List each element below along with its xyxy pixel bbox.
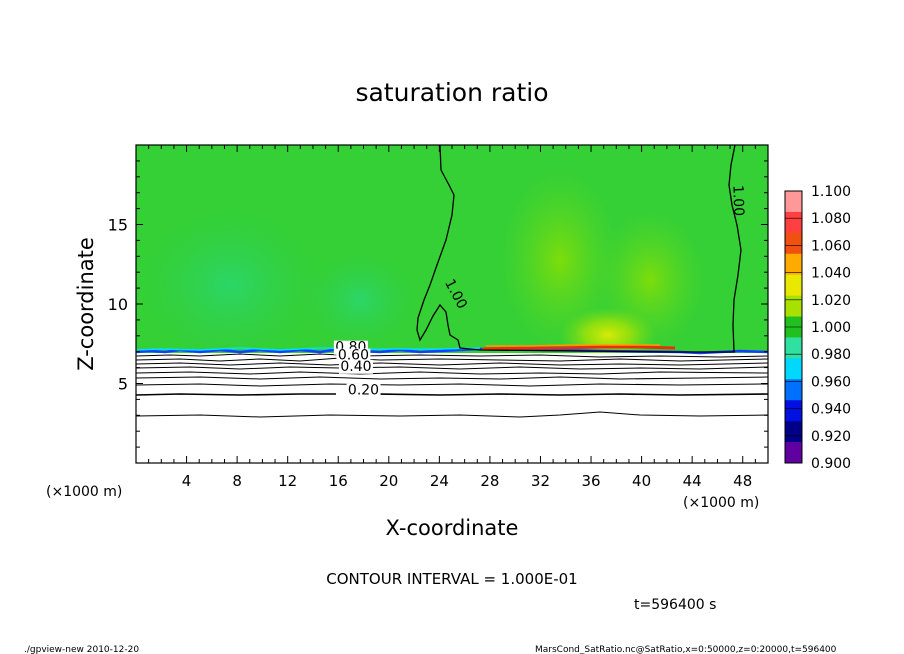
heatmap-hot-region [560, 307, 656, 363]
x-tick-label: 44 [683, 472, 702, 490]
contour-line-1.00-right [728, 145, 742, 353]
x-tick-label: 32 [531, 472, 550, 490]
heatmap-lower-field [136, 353, 768, 463]
colorbar-cell [785, 253, 802, 275]
x-tick-label: 12 [278, 472, 297, 490]
colorbar-label: 0.920 [811, 429, 851, 445]
colorbar-label: 0.980 [811, 347, 851, 363]
colorbar: 1.100 1.080 1.060 1.040 1.020 1.000 0.980 0.960… [784, 184, 851, 472]
chart-title: saturation ratio [355, 78, 548, 107]
contour-line-0.90 [136, 353, 768, 358]
x-tick-label: 8 [232, 472, 242, 490]
colorbar-label: 1.060 [811, 238, 851, 254]
x-tick-label: 40 [632, 472, 651, 490]
heatmap-plot [136, 145, 768, 463]
x-tick-label: 20 [379, 472, 398, 490]
contour-line-0.10 [136, 411, 768, 418]
x-tick-label: 24 [430, 472, 449, 490]
colorbar-label: 1.100 [811, 184, 851, 200]
y-tick-label: 15 [108, 216, 128, 235]
heatmap-cool-region [300, 250, 420, 350]
colorbar-label: 1.020 [811, 293, 851, 309]
contour-interval-text: CONTOUR INTERVAL = 1.000E-01 [326, 570, 577, 588]
colorbar-cell [785, 337, 802, 359]
x-unit-left: (×1000 m) [46, 484, 122, 500]
contour-label: 1.00 [729, 185, 746, 217]
x-unit-right: (×1000 m) [683, 495, 759, 511]
colorbar-cell [785, 191, 802, 213]
footer-left: ./gpview-new 2010-12-20 [24, 645, 139, 654]
contour-line-0.80 [136, 357, 768, 362]
contour-line-0.20 [136, 393, 768, 396]
colorbar-cell [785, 295, 802, 317]
time-label: t=596400 s [634, 597, 716, 613]
y-axis-label: Z-coordinate [74, 237, 98, 371]
colorbar-cell [785, 442, 802, 464]
contour-label: 0.40 [340, 359, 371, 375]
y-tick-label: 5 [118, 375, 128, 394]
footer-right: MarsCond_SatRatio.nc@SatRatio,x=0:50000,… [535, 645, 837, 654]
x-tick-label: 28 [480, 472, 499, 490]
x-axis-label: X-coordinate [386, 516, 519, 540]
colorbar-label: 1.080 [811, 211, 851, 227]
colorbar-label: 0.900 [811, 456, 851, 472]
boundary-cyan-band [136, 347, 481, 351]
colorbar-cell [785, 232, 802, 255]
colorbar-cell [785, 358, 802, 380]
colorbar-cell [785, 421, 802, 443]
colorbar-cell [785, 379, 802, 401]
contour-line-0.40 [136, 376, 768, 380]
contour-label: 0.60 [338, 348, 369, 364]
contour-label-bg [338, 359, 373, 374]
boundary-red-band [481, 345, 676, 351]
heatmap-cool-region [136, 205, 325, 365]
x-tick-label: 4 [182, 472, 192, 490]
contour-line-0.70 [136, 362, 768, 366]
colorbar-label: 0.940 [811, 402, 851, 418]
boundary-orange-band [486, 344, 660, 347]
contour-line-0.30 [136, 383, 768, 387]
colorbar-cell [785, 211, 802, 234]
colorbar-cell [785, 400, 802, 422]
contour-line-0.60 [136, 366, 768, 370]
colorbar-label: 0.960 [811, 374, 851, 390]
colorbar-label: 1.040 [811, 266, 851, 282]
heatmap-warm-region [500, 170, 620, 350]
colorbar-cell [785, 274, 802, 296]
contour-label-bg [346, 383, 381, 398]
x-axis: 4 8 12 16 20 24 28 32 36 40 44 48 [148, 145, 756, 490]
y-axis: 5 10 15 [108, 160, 768, 448]
x-tick-label: 48 [733, 472, 752, 490]
contour-label: 0.20 [348, 383, 379, 399]
contour-line-1.00-left [416, 145, 735, 353]
contour-line-0.50 [136, 371, 768, 375]
x-tick-label: 36 [581, 472, 600, 490]
colorbar-label: 1.000 [811, 320, 851, 336]
x-tick-label: 16 [329, 472, 348, 490]
contour-label-bg [336, 348, 371, 363]
y-tick-label: 10 [108, 295, 128, 314]
